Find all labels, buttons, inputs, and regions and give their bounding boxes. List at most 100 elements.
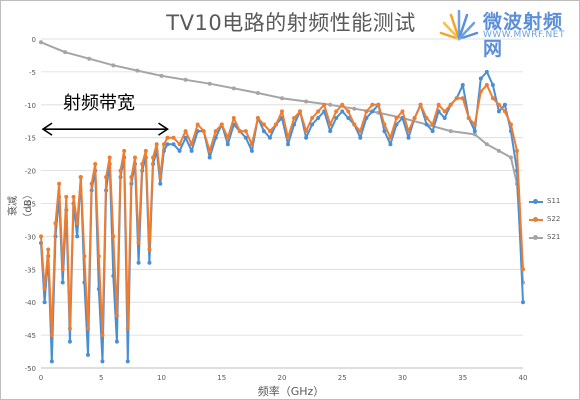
data-point (60, 267, 65, 272)
data-point (304, 129, 309, 134)
data-point (352, 122, 357, 127)
y-tick-label: -10 (25, 102, 36, 110)
data-point (460, 96, 465, 101)
data-point (165, 142, 170, 147)
data-point (286, 135, 291, 140)
data-point (132, 155, 137, 160)
data-point (310, 122, 315, 127)
data-point (388, 135, 393, 140)
legend-label: S21 (547, 233, 561, 241)
data-point (472, 122, 477, 127)
data-point (107, 155, 112, 160)
data-point (340, 102, 345, 107)
x-tick-label: 5 (99, 374, 103, 382)
data-point (96, 254, 101, 259)
data-point (273, 122, 278, 127)
data-point (460, 83, 465, 88)
data-point (60, 280, 65, 285)
series-group (39, 40, 525, 364)
x-tick-label: 25 (338, 374, 347, 382)
data-point (280, 96, 284, 101)
data-point (100, 333, 105, 338)
data-point (322, 102, 327, 107)
logo-burst-icon (439, 9, 479, 41)
y-tick-label: -35 (25, 266, 36, 274)
data-point (394, 115, 399, 120)
arrow-head-right (158, 122, 169, 136)
data-point (213, 129, 218, 134)
data-point (189, 148, 194, 153)
data-point (49, 359, 54, 364)
data-point (78, 175, 83, 180)
data-point (111, 234, 116, 239)
data-point (334, 109, 339, 114)
data-point (151, 155, 156, 160)
x-tick-label: 40 (519, 374, 528, 382)
y-axis-label: 衰减（dB） (8, 189, 34, 223)
data-point (430, 129, 435, 134)
y-tick-label: -40 (25, 299, 36, 307)
x-tick-label: 20 (278, 374, 287, 382)
data-point (472, 132, 477, 137)
data-point (490, 96, 495, 101)
data-point (370, 109, 375, 114)
x-tick-label: 15 (217, 374, 226, 382)
y-tick-label: -50 (25, 365, 36, 373)
x-tick-label: 10 (157, 374, 166, 382)
data-point (237, 129, 242, 134)
data-point (147, 260, 152, 265)
data-point (514, 148, 519, 153)
data-point (280, 109, 284, 114)
data-point (225, 142, 230, 147)
data-point (406, 135, 411, 140)
data-point (424, 115, 429, 120)
x-tick-label: 35 (458, 374, 467, 382)
data-point (382, 122, 387, 127)
y-tick-label: -30 (25, 233, 36, 241)
data-point (490, 83, 495, 88)
data-point (316, 109, 321, 114)
data-point (255, 90, 260, 95)
data-point (122, 148, 127, 153)
data-point (508, 122, 513, 127)
data-point (71, 194, 76, 199)
data-point (316, 115, 321, 120)
arrow-head-left (41, 122, 53, 136)
data-point (39, 234, 43, 239)
data-point (292, 115, 297, 120)
data-point (448, 102, 453, 107)
data-point (358, 135, 363, 140)
data-point (183, 77, 188, 82)
data-point (478, 89, 483, 94)
data-point (412, 115, 417, 120)
data-point (114, 339, 119, 344)
data-point (370, 102, 375, 107)
data-point (63, 50, 68, 55)
data-point (521, 300, 525, 305)
data-point (376, 102, 381, 107)
data-point (177, 142, 182, 147)
chart-title: TV10电路的射频性能测试 (166, 11, 416, 35)
logo-url: WWW.MWRF.NET (483, 30, 565, 40)
data-point (165, 135, 170, 140)
data-point (42, 287, 47, 292)
legend-marker (533, 217, 538, 222)
data-point (466, 115, 471, 120)
data-point (201, 129, 206, 134)
data-point (472, 129, 477, 134)
data-point (64, 194, 69, 199)
y-tick-label: -20 (25, 168, 36, 176)
data-point (484, 83, 489, 88)
y-tick-labels: 0 -5 -10 -15 -20 -25 -30 -35 -40 -45 -50 (25, 36, 36, 373)
data-point (49, 333, 54, 338)
data-point (82, 254, 87, 259)
y-tick-label: -25 (25, 201, 36, 209)
data-point (207, 148, 212, 153)
data-point (249, 142, 254, 147)
data-point (42, 300, 47, 305)
data-point (430, 122, 435, 127)
data-point (267, 129, 272, 134)
data-point (171, 135, 176, 140)
x-axis-label: 频率（GHz） (257, 385, 325, 398)
data-point (143, 148, 148, 153)
